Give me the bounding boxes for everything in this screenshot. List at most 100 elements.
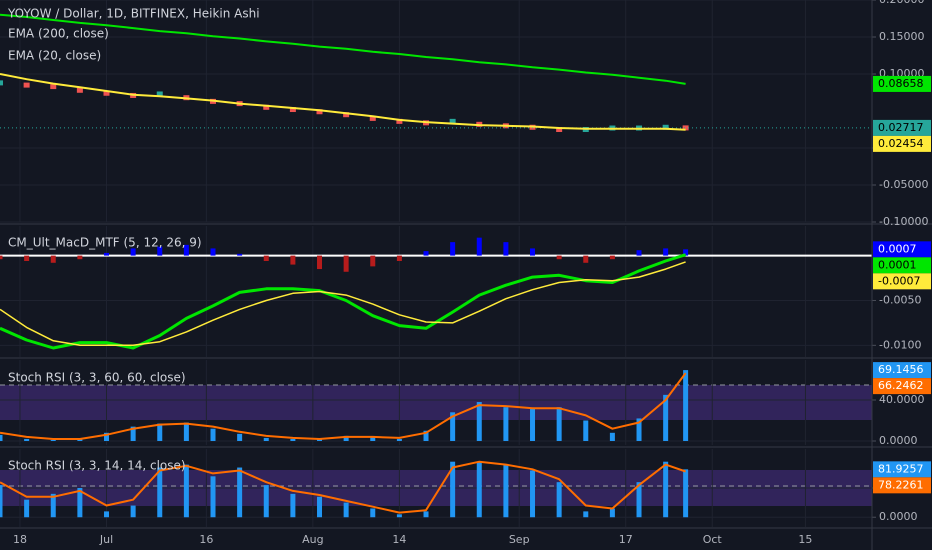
histogram-bar bbox=[423, 251, 429, 256]
histogram-bar bbox=[396, 255, 402, 261]
last-value-box bbox=[873, 119, 931, 136]
histogram-bar bbox=[263, 437, 269, 442]
histogram-bar bbox=[183, 244, 189, 256]
candle bbox=[23, 82, 30, 88]
histogram-bar bbox=[343, 255, 349, 272]
histogram-bar bbox=[157, 467, 163, 518]
histogram-bar bbox=[683, 469, 689, 518]
histogram-bar bbox=[0, 255, 3, 260]
plot-layer bbox=[0, 0, 876, 527]
legend-entry: EMA (20, close) bbox=[8, 49, 101, 63]
x-tick-label: 18 bbox=[13, 533, 27, 546]
stoch-band bbox=[0, 385, 872, 420]
histogram-bar bbox=[556, 482, 562, 518]
pane-title: Stoch RSI (3, 3, 60, 60, close) bbox=[8, 371, 186, 385]
histogram-bar bbox=[210, 428, 216, 442]
histogram-bar bbox=[370, 508, 376, 518]
last-value-box bbox=[873, 477, 931, 494]
histogram-bar bbox=[683, 370, 689, 442]
pane-title: CM_Ult_MacD_MTF (5, 12, 26, 9) bbox=[8, 236, 202, 250]
series-line bbox=[0, 460, 686, 514]
histogram-bar bbox=[290, 438, 296, 442]
y-tick-label: 0.20000 bbox=[879, 0, 925, 6]
last-value-label: 0.0001 bbox=[878, 258, 917, 271]
histogram-bar bbox=[450, 242, 456, 256]
y-tick-label: -0.0100 bbox=[879, 338, 921, 351]
series-line bbox=[0, 13, 686, 85]
histogram-bar bbox=[683, 249, 689, 256]
candle bbox=[50, 84, 57, 90]
x-tick-label: Jul bbox=[99, 533, 113, 546]
histogram-bar bbox=[583, 255, 589, 263]
histogram-bar bbox=[663, 248, 669, 256]
histogram-bar bbox=[609, 508, 615, 518]
histogram-bar bbox=[343, 435, 349, 442]
candle bbox=[343, 112, 350, 118]
candle bbox=[0, 80, 3, 86]
y-tick-label: 0.0000 bbox=[879, 434, 918, 447]
y-tick-label: 0.0000 bbox=[879, 510, 918, 523]
histogram-bar bbox=[263, 255, 269, 261]
histogram-bar bbox=[210, 248, 216, 256]
last-value-box bbox=[873, 241, 931, 258]
histogram-bar bbox=[77, 488, 83, 518]
histogram-bar bbox=[157, 246, 163, 256]
pane-title: Stoch RSI (3, 3, 14, 14, close) bbox=[8, 459, 186, 473]
last-value-box bbox=[873, 378, 931, 395]
histogram-bar bbox=[503, 242, 509, 256]
x-tick-label: Aug bbox=[302, 533, 323, 546]
series-line bbox=[0, 372, 687, 440]
histogram-bar bbox=[396, 514, 402, 518]
histogram-bar bbox=[50, 255, 56, 263]
histogram-bar bbox=[503, 407, 509, 442]
histogram-bar bbox=[450, 461, 456, 518]
histogram-bar bbox=[396, 438, 402, 442]
histogram-bar bbox=[556, 255, 562, 260]
histogram-bar bbox=[130, 426, 136, 442]
candle bbox=[289, 107, 296, 113]
histogram-bar bbox=[317, 255, 323, 270]
histogram-bar bbox=[609, 255, 615, 260]
histogram-bar bbox=[77, 255, 83, 260]
histogram-bar bbox=[24, 438, 30, 442]
y-tick-label: -0.10000 bbox=[879, 215, 928, 228]
chart-title: YOYOW / Dollar, 1D, BITFINEX, Heikin Ash… bbox=[7, 7, 260, 21]
x-tick-label: Sep bbox=[509, 533, 530, 546]
histogram-bar bbox=[530, 248, 536, 256]
histogram-bar bbox=[636, 482, 642, 518]
last-value-box bbox=[873, 362, 931, 379]
histogram-bar bbox=[583, 420, 589, 442]
last-value-box bbox=[873, 135, 931, 152]
histogram-bar bbox=[210, 476, 216, 518]
histogram-bar bbox=[423, 430, 429, 442]
histogram-bar bbox=[237, 467, 243, 518]
histogram-bar bbox=[370, 255, 376, 267]
histogram-bar bbox=[24, 499, 30, 518]
histogram-bar bbox=[636, 418, 642, 442]
y-tick-label: 40.0000 bbox=[879, 393, 925, 406]
histogram-bar bbox=[104, 432, 110, 442]
candle bbox=[156, 91, 163, 97]
histogram-bar bbox=[104, 252, 110, 256]
histogram-bar bbox=[450, 412, 456, 442]
histogram-bar bbox=[50, 493, 56, 518]
histogram-bar bbox=[0, 485, 3, 518]
histogram-bar bbox=[423, 511, 429, 518]
x-tick-label: Oct bbox=[703, 533, 723, 546]
histogram-bar bbox=[370, 436, 376, 442]
histogram-bar bbox=[503, 464, 509, 518]
last-value-box bbox=[873, 257, 931, 274]
candle bbox=[316, 109, 323, 115]
histogram-bar bbox=[290, 493, 296, 518]
last-value-label: 66.2462 bbox=[878, 379, 924, 392]
candle bbox=[662, 124, 669, 130]
last-value-label: 0.0007 bbox=[878, 242, 917, 255]
last-value-box bbox=[873, 273, 931, 290]
histogram-bar bbox=[556, 407, 562, 442]
histogram-bar bbox=[343, 502, 349, 518]
histogram-bar bbox=[0, 434, 3, 442]
histogram-bar bbox=[157, 423, 163, 442]
histogram-bar bbox=[663, 394, 669, 442]
